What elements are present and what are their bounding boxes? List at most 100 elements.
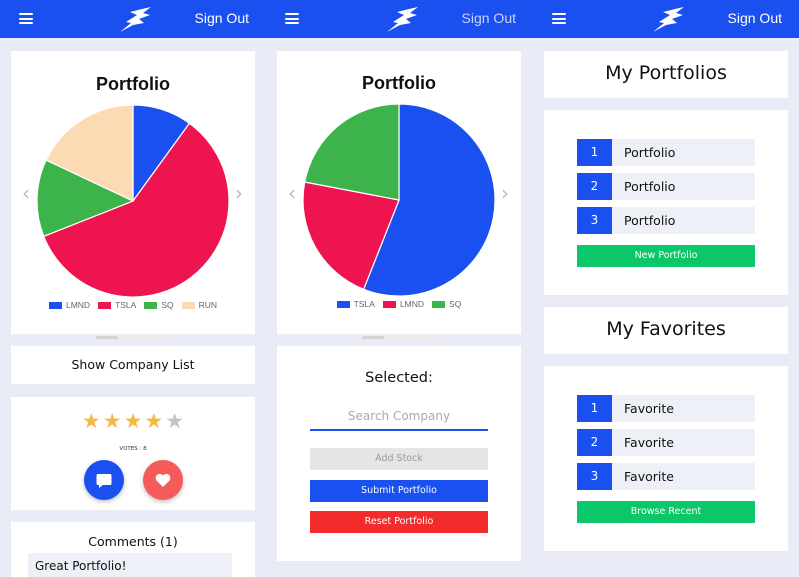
legend-label: LMND [65,300,91,310]
pie-slice-run[interactable] [45,104,134,202]
carousel-dot[interactable] [96,336,118,339]
top-nav-bar: Sign Out [266,0,533,38]
carousel-dot[interactable] [148,336,170,339]
comment-item: Great Portfolio! [28,553,232,577]
portfolios-list-card: 1 Portfolio 2 Portfolio 3 Portfolio New … [544,110,788,295]
carousel-dot[interactable] [414,336,436,339]
submit-portfolio-button[interactable]: Submit Portfolio [310,480,488,502]
item-label: Portfolio [624,179,676,194]
favorite-list-item[interactable]: 3 Favorite [577,463,755,490]
carousel-indicators [277,324,521,343]
heart-icon [155,473,171,487]
legend-swatch [382,301,396,308]
legend-label: TSLA [115,300,137,310]
runner-logo-icon [386,7,418,32]
legend-swatch [336,301,350,308]
portfolio-chart-card: Portfolio ‹ › LMND TSLA SQ RUN [11,51,255,339]
rating-card: ★★★★★ VOTES : 8 [11,397,255,510]
legend-label: LMND [399,299,425,309]
legend-item-sq[interactable]: SQ [144,300,174,310]
favorite-list-item[interactable]: 1 Favorite [577,395,755,422]
legend-item-tsla[interactable]: TSLA [98,300,136,310]
legend-label: SQ [161,300,174,310]
hamburger-menu-icon[interactable] [285,13,299,24]
legend-item-lmnd[interactable]: LMND [382,299,425,309]
comment-button[interactable] [84,460,124,500]
legend-item-tsla[interactable]: TSLA [336,299,375,309]
runner-logo-icon [653,7,684,32]
item-number: 2 [577,429,612,456]
new-portfolio-button[interactable]: New Portfolio [577,245,755,267]
my-favorites-title: My Favorites [606,318,726,340]
pie-slice-tsla[interactable] [362,103,496,297]
search-company-input[interactable]: Search Company [310,404,488,431]
favorites-list-card: 1 Favorite 2 Favorite 3 Favorite Browse … [544,366,788,551]
pie-slice-lmnd[interactable] [302,181,400,291]
pie-slice-sq[interactable] [36,159,135,238]
chevron-left-icon[interactable]: ‹ [288,181,296,205]
my-favorites-header: My Favorites [544,307,788,354]
star-icon[interactable]: ★ [165,409,185,433]
legend-item-lmnd[interactable]: LMND [48,300,91,310]
votes-count: VOTES : 8 [119,446,147,452]
carousel-dot[interactable] [388,336,410,339]
show-company-list-label: Show Company List [71,357,195,372]
screen-my-portfolios: Sign Out My Portfolios 1 Portfolio 2 Por… [533,0,799,577]
sign-out-button[interactable]: Sign Out [194,10,249,26]
reset-portfolio-button[interactable]: Reset Portfolio [310,511,488,533]
carousel-indicators [11,324,255,343]
legend-swatch [432,301,446,308]
selected-label: Selected: [365,370,433,386]
search-placeholder: Search Company [347,409,451,423]
sign-out-button[interactable]: Sign Out [727,10,782,26]
chart-legend: TSLA LMND SQ [277,299,521,309]
item-number: 1 [577,395,612,422]
pie-slice-sq[interactable] [303,103,400,201]
browse-recent-button[interactable]: Browse Recent [577,501,755,523]
legend-swatch [98,302,112,309]
legend-item-sq[interactable]: SQ [432,299,461,309]
chat-bubble-icon [96,474,112,488]
legend-item-run[interactable]: RUN [181,300,218,310]
my-portfolios-title: My Portfolios [605,62,727,84]
screen-portfolio-view: Sign Out Portfolio ‹ › LMND TSLA SQ RUN Sho… [0,0,266,577]
portfolio-pie-chart [36,104,230,298]
star-icon[interactable]: ★ [102,409,122,433]
chevron-right-icon[interactable]: › [235,181,243,205]
comments-title: Comments (1) [88,534,178,549]
chevron-right-icon[interactable]: › [501,181,509,205]
portfolio-list-item[interactable]: 3 Portfolio [577,207,755,234]
show-company-list-button[interactable]: Show Company List [11,346,255,384]
star-icon[interactable]: ★ [144,409,164,433]
hamburger-menu-icon[interactable] [552,13,566,24]
favorite-list-item[interactable]: 2 Favorite [577,429,755,456]
legend-swatch [181,302,195,309]
legend-swatch [48,302,62,309]
chart-title: Portfolio [362,73,436,93]
item-label: Portfolio [624,145,676,160]
portfolio-list-item[interactable]: 2 Portfolio [577,173,755,200]
sign-out-button[interactable]: Sign Out [461,10,516,26]
legend-swatch [144,302,158,309]
legend-label: RUN [198,300,218,310]
add-stock-button[interactable]: Add Stock [310,448,488,470]
item-label: Favorite [624,435,674,450]
portfolio-chart-card: Portfolio ‹ › TSLA LMND SQ [277,51,521,339]
portfolio-list-item[interactable]: 1 Portfolio [577,139,755,166]
hamburger-menu-icon[interactable] [19,13,33,24]
portfolio-pie-chart [302,103,496,297]
chart-legend: LMND TSLA SQ RUN [11,300,255,310]
star-icon[interactable]: ★ [123,409,143,433]
star-icon[interactable]: ★ [81,409,101,433]
item-number: 2 [577,173,612,200]
item-number: 3 [577,207,612,234]
chart-title: Portfolio [96,74,170,94]
pie-slice-tsla[interactable] [42,122,230,298]
screen-portfolio-builder: Sign Out Portfolio ‹ › TSLA LMND SQ Select… [266,0,533,577]
favorite-button[interactable] [143,460,183,500]
comments-card: Comments (1) Great Portfolio! [11,522,255,577]
chevron-left-icon[interactable]: ‹ [22,181,30,205]
star-rating[interactable]: ★★★★★ [11,409,255,433]
carousel-dot[interactable] [362,336,384,339]
carousel-dot[interactable] [122,336,144,339]
